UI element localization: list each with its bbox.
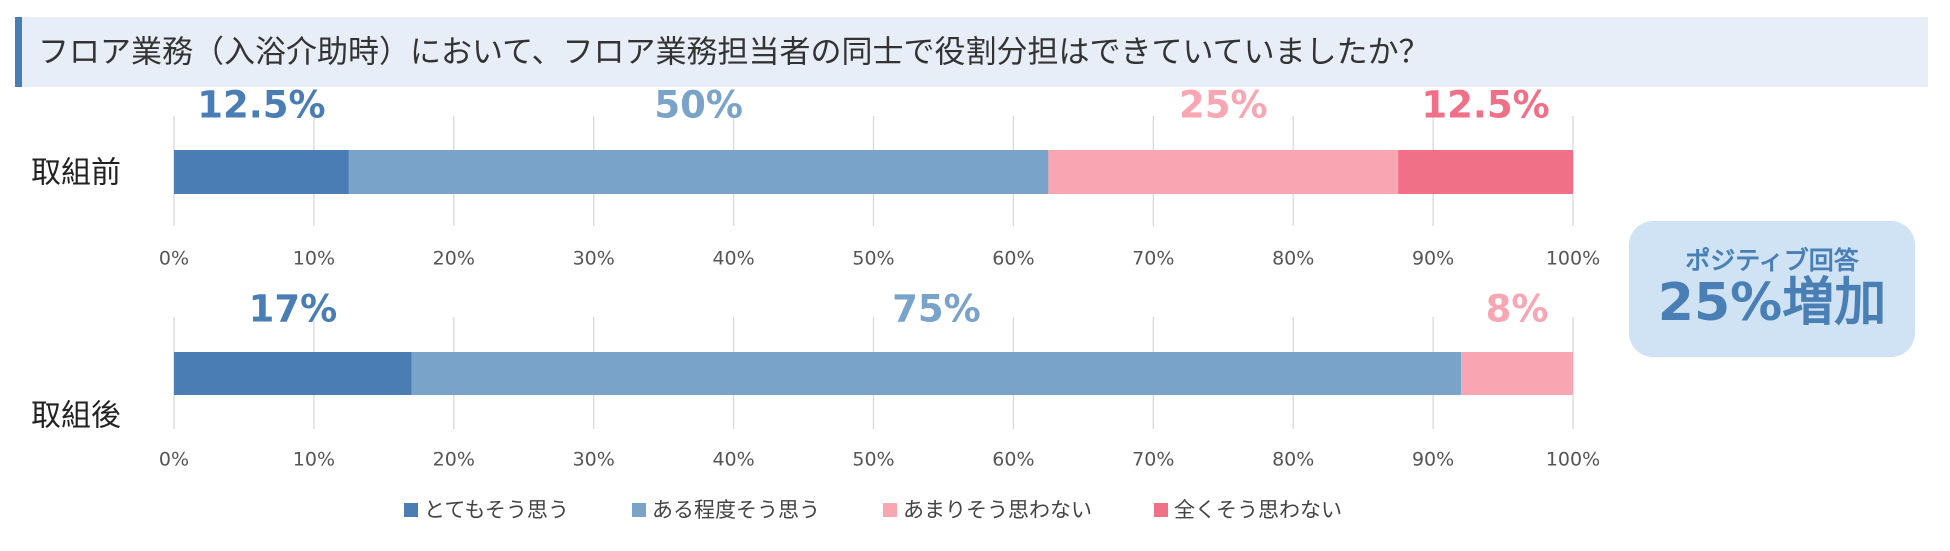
x-tick-label: 0% [159, 248, 189, 270]
legend-label: 全くそう思わない [1174, 498, 1342, 522]
x-tick-label: 90% [1412, 248, 1454, 270]
legend-label: あまりそう思わない [903, 498, 1092, 522]
callout-value: 25%増加 [1658, 273, 1886, 333]
x-tick-label: 40% [712, 449, 754, 471]
x-tick-label: 50% [852, 449, 894, 471]
bar-segment [174, 352, 412, 395]
x-tick-label: 20% [433, 449, 475, 471]
title-band [15, 17, 1928, 87]
x-tick-label: 70% [1132, 449, 1174, 471]
category-label: 取組前 [31, 156, 121, 191]
x-tick-label: 20% [433, 248, 475, 270]
bar-segment [1398, 150, 1573, 194]
x-tick-label: 60% [992, 248, 1034, 270]
data-label: 50% [654, 84, 743, 127]
x-tick-label: 80% [1272, 449, 1314, 471]
bar-segment [1461, 352, 1573, 395]
x-tick-label: 60% [992, 449, 1034, 471]
x-tick-label: 10% [293, 449, 335, 471]
legend-swatch [1154, 503, 1168, 517]
callout-text: ポジティブ回答 [1685, 246, 1860, 275]
legend-label: とてもそう思う [424, 498, 569, 522]
x-tick-label: 30% [573, 248, 615, 270]
bar-segment [1048, 150, 1399, 194]
data-label: 12.5% [1421, 84, 1549, 127]
x-tick-label: 70% [1132, 248, 1174, 270]
x-tick-label: 100% [1546, 449, 1600, 471]
data-label: 8% [1486, 288, 1549, 331]
x-tick-label: 100% [1546, 248, 1600, 270]
category-label: 取組後 [31, 399, 121, 434]
title-accent [15, 17, 22, 87]
bar-segment [411, 352, 1462, 395]
legend-swatch [404, 503, 418, 517]
x-tick-label: 30% [573, 449, 615, 471]
x-tick-label: 10% [293, 248, 335, 270]
callout-box [1629, 221, 1915, 357]
data-label: 75% [892, 288, 981, 331]
chart-title: フロア業務（入浴介助時）において、フロア業務担当者の同士で役割分担はできていてい… [38, 35, 1430, 71]
bar-segment [174, 150, 349, 194]
data-label: 25% [1179, 84, 1268, 127]
bar-segment [348, 150, 1049, 194]
x-tick-label: 0% [159, 449, 189, 471]
x-tick-label: 80% [1272, 248, 1314, 270]
x-tick-label: 50% [852, 248, 894, 270]
data-label: 12.5% [197, 84, 325, 127]
x-tick-label: 90% [1412, 449, 1454, 471]
legend-swatch [883, 503, 897, 517]
legend-label: ある程度そう思う [652, 498, 820, 522]
data-label: 17% [249, 288, 338, 331]
x-tick-label: 40% [712, 248, 754, 270]
legend-swatch [632, 503, 646, 517]
